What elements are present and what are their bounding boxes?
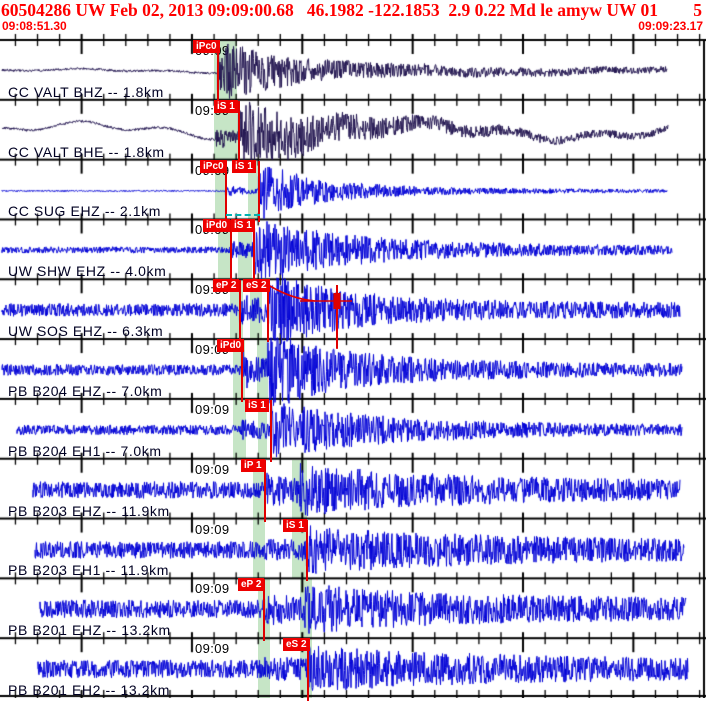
pick-flag[interactable]: iPd0 [217,339,245,353]
pick-flag[interactable]: iS 1 [245,398,269,412]
event-header: 60504286 UW Feb 02, 2013 09:09:00.68 46.… [0,0,706,34]
pick-flag[interactable]: iPc0 [200,159,227,173]
pick-line[interactable] [258,160,260,223]
station-label: PB B201 EHZ -- 13.2km [8,622,171,639]
event-title-row: 60504286 UW Feb 02, 2013 09:09:00.68 46.… [0,0,706,20]
pick-flag[interactable]: iPd0 [203,219,231,233]
pick-line[interactable] [230,220,232,283]
station-label: PB B201 EH2 -- 13.2km [8,681,170,698]
station-label: PB B203 EHZ -- 11.9km [8,502,170,519]
station-label: UW SOS EHZ -- 6.3km [8,323,164,340]
pick-flag[interactable]: iS 1 [231,219,255,233]
station-label: CC VALT BHE -- 1.8km [8,143,165,160]
event-trace-count: 5 [693,0,702,20]
pick-line[interactable] [270,399,272,462]
trace-panel: 09:09 PB B201 EH2 -- 13.2km eS 2 [0,624,706,711]
pick-flag[interactable]: iS 1 [214,99,238,113]
coda-duration-marker[interactable] [0,279,706,350]
station-label: CC VALT BHZ -- 1.8km [8,83,164,100]
pick-flag[interactable]: iP 1 [241,458,265,472]
station-label: PB B203 EH1 -- 11.9km [8,562,169,579]
pick-flag[interactable]: eP 2 [238,578,265,592]
station-label: PB B204 EHZ -- 7.0km [8,382,163,399]
station-label: PB B204 EH1 -- 7.0km [8,442,162,459]
pick-flag[interactable]: iS 1 [283,518,307,532]
trace-panel: 09:09 UW SOS EHZ -- 6.3km eP 2eS 2 [0,265,706,353]
pick-line[interactable] [306,519,308,582]
window-time-row: 09:08:51.30 09:09:23.17 [0,19,706,34]
pick-line[interactable] [307,639,309,701]
pick-line[interactable] [238,100,240,163]
pick-line[interactable] [253,220,255,283]
pick-flag[interactable]: eS 2 [243,279,270,293]
pick-line[interactable] [267,280,269,343]
pick-line[interactable] [263,579,265,642]
pick-line[interactable] [225,160,227,223]
waveform-canvas[interactable] [0,624,706,711]
coda-window-dash [226,214,260,217]
event-summary: 60504286 UW Feb 02, 2013 09:09:00.68 46.… [1,0,659,20]
pick-flag[interactable]: iS 1 [232,159,256,173]
pick-line[interactable] [239,280,241,343]
window-end-time: 09:09:23.17 [638,19,703,33]
pick-flag[interactable]: eP 2 [213,279,240,293]
pick-line[interactable] [217,41,219,103]
window-start-time: 09:08:51.30 [2,19,67,33]
station-label: CC SUG EHZ -- 2.1km [8,203,161,220]
station-label: UW SHW EHZ -- 4.0km [8,263,167,280]
pick-flag[interactable]: eS 2 [283,638,310,652]
pick-line[interactable] [241,340,243,402]
pick-flag[interactable]: iPc0 [193,40,220,53]
pick-line[interactable] [264,459,266,522]
